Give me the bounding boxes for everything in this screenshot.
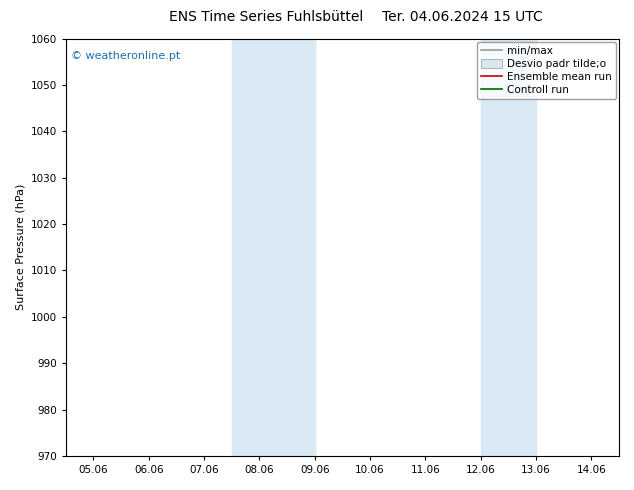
Bar — [481, 39, 536, 456]
Text: ENS Time Series Fuhlsbüttel: ENS Time Series Fuhlsbüttel — [169, 10, 363, 24]
Text: © weatheronline.pt: © weatheronline.pt — [72, 51, 181, 61]
Bar — [232, 39, 314, 456]
Legend: min/max, Desvio padr tilde;o, Ensemble mean run, Controll run: min/max, Desvio padr tilde;o, Ensemble m… — [477, 42, 616, 99]
Y-axis label: Surface Pressure (hPa): Surface Pressure (hPa) — [15, 184, 25, 311]
Text: Ter. 04.06.2024 15 UTC: Ter. 04.06.2024 15 UTC — [382, 10, 543, 24]
